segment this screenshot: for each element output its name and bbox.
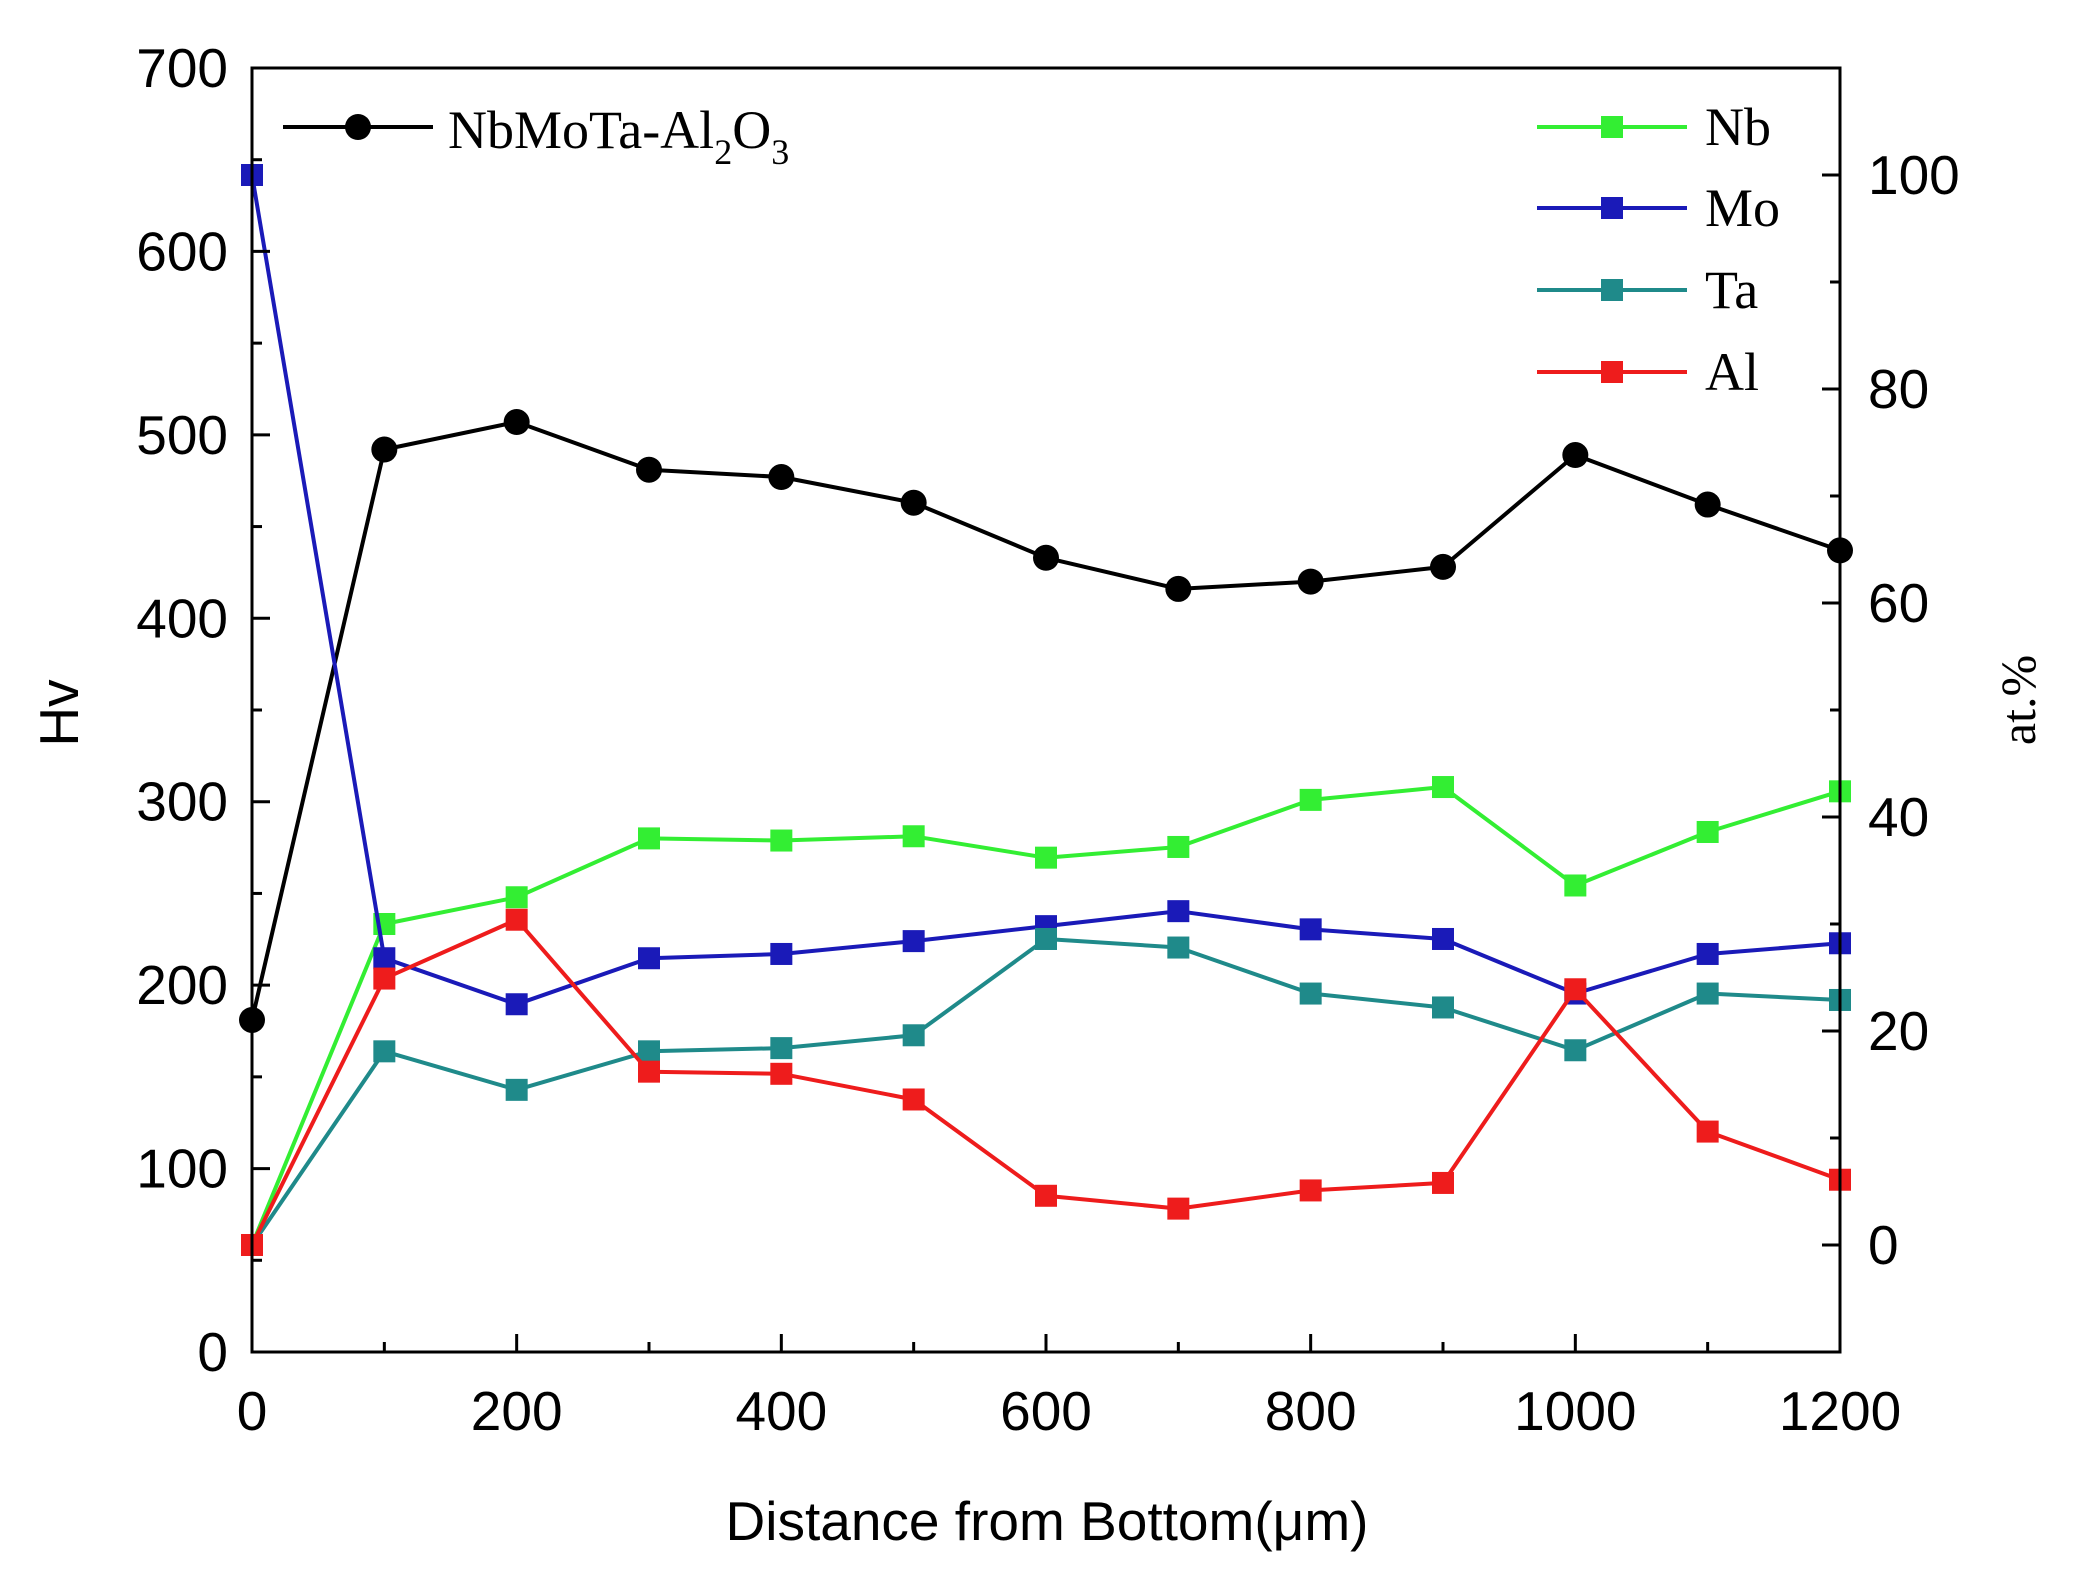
data-point-mo <box>638 947 660 970</box>
legend-label-hardness-sub1: 2 <box>714 132 732 172</box>
data-point-mo <box>1167 900 1190 923</box>
data-point-al <box>1564 978 1587 1001</box>
data-point-nb <box>1167 835 1190 858</box>
y-axis-right-title: at.% <box>1990 655 2046 745</box>
legend-label-hardness-main: NbMoTa-Al <box>448 100 714 160</box>
legend-label-hardness-mid: O <box>732 100 771 160</box>
legend-marker-al <box>1601 361 1623 383</box>
data-point-ta <box>770 1037 793 1060</box>
data-point-mo <box>770 942 793 965</box>
legend-label-hardness-sub2: 3 <box>771 132 789 172</box>
y-left-tick-label: 500 <box>136 404 228 466</box>
data-point-nbmota-al2o3 <box>768 464 795 491</box>
y-left-tick-label: 200 <box>136 954 228 1016</box>
y-right-tick-label: 100 <box>1868 144 1960 206</box>
y-right-tick-label: 20 <box>1868 1000 1929 1062</box>
data-point-mo <box>505 993 528 1016</box>
data-point-nb <box>1035 846 1057 869</box>
data-point-al <box>1432 1171 1454 1194</box>
plot-area <box>239 164 1853 1256</box>
data-point-nbmota-al2o3 <box>1430 553 1456 580</box>
x-tick-label: 200 <box>471 1380 563 1442</box>
data-point-al <box>373 967 396 990</box>
legend-right: Nb Mo Ta Al <box>1537 97 1780 402</box>
legend-marker-ta <box>1601 279 1623 301</box>
data-point-ta <box>1299 982 1322 1005</box>
legend-marker-hardness <box>345 114 371 140</box>
x-tick-label: 0 <box>237 1380 268 1442</box>
y-left-tick-label: 400 <box>136 587 228 649</box>
data-point-nb <box>1432 776 1454 799</box>
data-point-ta <box>505 1078 528 1101</box>
y-axis-left-title: Hv <box>28 679 90 747</box>
data-point-al <box>902 1088 925 1111</box>
data-point-al <box>1167 1197 1190 1220</box>
data-point-mo <box>902 930 925 953</box>
data-point-nbmota-al2o3 <box>503 409 530 436</box>
y-left-tick-label: 0 <box>197 1321 228 1383</box>
data-point-al <box>1035 1184 1057 1207</box>
legend-label-mo: Mo <box>1705 178 1780 238</box>
data-point-nb <box>770 829 793 852</box>
data-point-al <box>1299 1179 1322 1202</box>
x-tick-label: 1000 <box>1514 1380 1636 1442</box>
y-right-tick-label: 80 <box>1868 358 1929 420</box>
data-point-al <box>505 908 528 931</box>
data-point-al <box>638 1060 660 1083</box>
data-point-nb <box>638 827 660 850</box>
data-point-ta <box>373 1040 396 1063</box>
legend-label-al: Al <box>1705 342 1759 402</box>
data-point-mo <box>373 947 396 970</box>
data-point-nbmota-al2o3 <box>1165 575 1192 602</box>
data-point-ta <box>1564 1039 1587 1062</box>
data-point-nbmota-al2o3 <box>1694 491 1721 518</box>
data-point-nbmota-al2o3 <box>371 436 398 463</box>
data-point-nbmota-al2o3 <box>1562 442 1589 469</box>
data-point-nbmota-al2o3 <box>636 456 662 483</box>
legend-label-nb: Nb <box>1705 97 1771 157</box>
data-point-nb <box>1299 788 1322 811</box>
y-right-tick-label: 0 <box>1868 1214 1899 1276</box>
data-point-al <box>1696 1120 1719 1143</box>
data-point-al <box>770 1062 793 1085</box>
legend-marker-nb <box>1601 116 1623 138</box>
data-point-nbmota-al2o3 <box>1297 568 1324 595</box>
data-point-nb <box>505 886 528 909</box>
y-right-tick-label: 40 <box>1868 786 1929 848</box>
axes: 0 200 400 600 800 1000 12000100200300400500600… <box>136 37 1960 1442</box>
legend-label-hardness: NbMoTa-Al2O3 <box>448 100 789 172</box>
legend-marker-mo <box>1601 197 1623 219</box>
data-point-nb <box>1564 874 1587 897</box>
data-point-ta <box>1035 927 1057 950</box>
x-tick-label: 800 <box>1265 1380 1357 1442</box>
data-point-nb <box>1696 820 1719 843</box>
data-point-mo <box>1696 942 1719 965</box>
x-tick-label: 400 <box>735 1380 827 1442</box>
data-point-ta <box>638 1040 660 1063</box>
data-point-ta <box>1432 996 1454 1019</box>
data-point-nbmota-al2o3 <box>900 489 927 516</box>
x-tick-label: 1200 <box>1779 1380 1901 1442</box>
data-point-ta <box>1696 982 1719 1005</box>
data-point-nbmota-al2o3 <box>1033 544 1059 571</box>
data-point-ta <box>1167 936 1190 959</box>
legend-left: NbMoTa-Al2O3 <box>283 100 789 172</box>
data-point-ta <box>902 1024 925 1047</box>
y-right-tick-label: 60 <box>1868 572 1929 634</box>
y-left-tick-label: 700 <box>136 37 228 99</box>
x-tick-label: 600 <box>1000 1380 1092 1442</box>
data-point-mo <box>1432 927 1454 950</box>
data-point-mo <box>1299 918 1322 941</box>
data-point-nb <box>902 825 925 848</box>
y-left-tick-label: 600 <box>136 220 228 282</box>
y-left-tick-label: 100 <box>136 1138 228 1200</box>
y-left-tick-label: 300 <box>136 771 228 833</box>
legend-label-ta: Ta <box>1705 260 1758 320</box>
x-axis-title: Distance from Bottom(μm) <box>726 1490 1369 1552</box>
